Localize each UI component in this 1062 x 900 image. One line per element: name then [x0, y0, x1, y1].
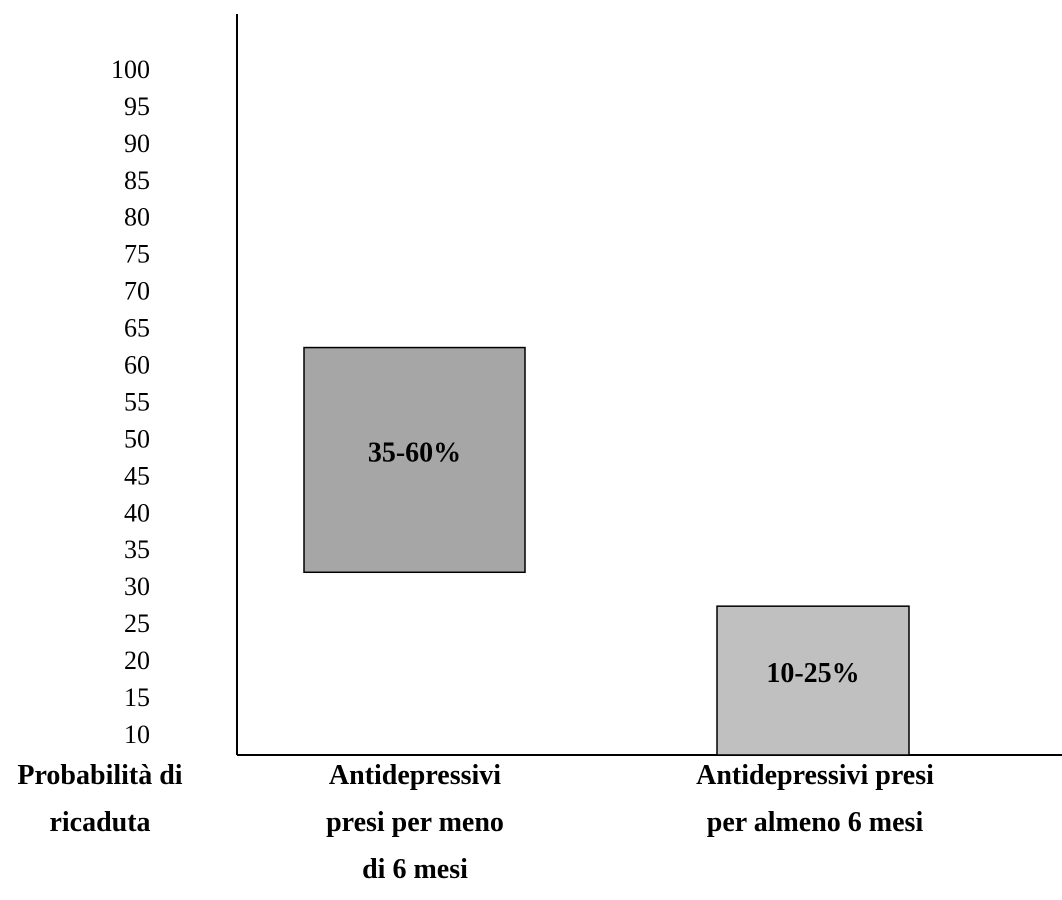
y-tick-label-25: 25 — [124, 609, 150, 638]
y-tick-label-85: 85 — [124, 166, 150, 195]
y-tick-label-45: 45 — [124, 461, 150, 490]
y-tick-label-40: 40 — [124, 498, 150, 527]
category-2-line-1: Antidepressivi presi — [696, 760, 934, 791]
y-tick-label-95: 95 — [124, 92, 150, 121]
category-1-line-3: di 6 mesi — [362, 854, 468, 885]
y-tick-label-15: 15 — [124, 683, 150, 712]
y-tick-label-100: 100 — [111, 55, 150, 84]
category-1-line-1: Antidepressivi — [328, 760, 502, 791]
category-2-line-2: per almeno 6 mesi — [706, 807, 924, 838]
y-tick-label-35: 35 — [124, 535, 150, 564]
y-tick-label-20: 20 — [124, 646, 150, 675]
y-tick-label-30: 30 — [124, 572, 150, 601]
category-1-line-2: presi per meno — [326, 807, 504, 838]
y-tick-label-60: 60 — [124, 351, 150, 380]
range-bar-label-1: 35-60% — [368, 437, 461, 468]
y-tick-labels: 100 95 90 85 80 75 70 65 60 55 50 45 40 35 30 25 20 15 10 — [111, 55, 150, 749]
y-tick-label-50: 50 — [124, 424, 150, 453]
range-bars: 35-60% 10-25% — [303, 346, 910, 756]
y-tick-label-70: 70 — [124, 277, 150, 306]
y-axis-title-line-1: Probabilità di — [17, 760, 183, 791]
y-tick-label-80: 80 — [124, 203, 150, 232]
y-axis-title-line-2: ricaduta — [49, 807, 151, 838]
y-tick-label-55: 55 — [124, 387, 150, 416]
y-tick-label-75: 75 — [124, 240, 150, 269]
y-tick-label-65: 65 — [124, 314, 150, 343]
range-bar-2 — [716, 605, 910, 756]
y-tick-label-10: 10 — [124, 720, 150, 749]
range-bar-label-2: 10-25% — [766, 658, 859, 689]
range-bar-1 — [303, 346, 526, 574]
y-tick-label-90: 90 — [124, 129, 150, 158]
